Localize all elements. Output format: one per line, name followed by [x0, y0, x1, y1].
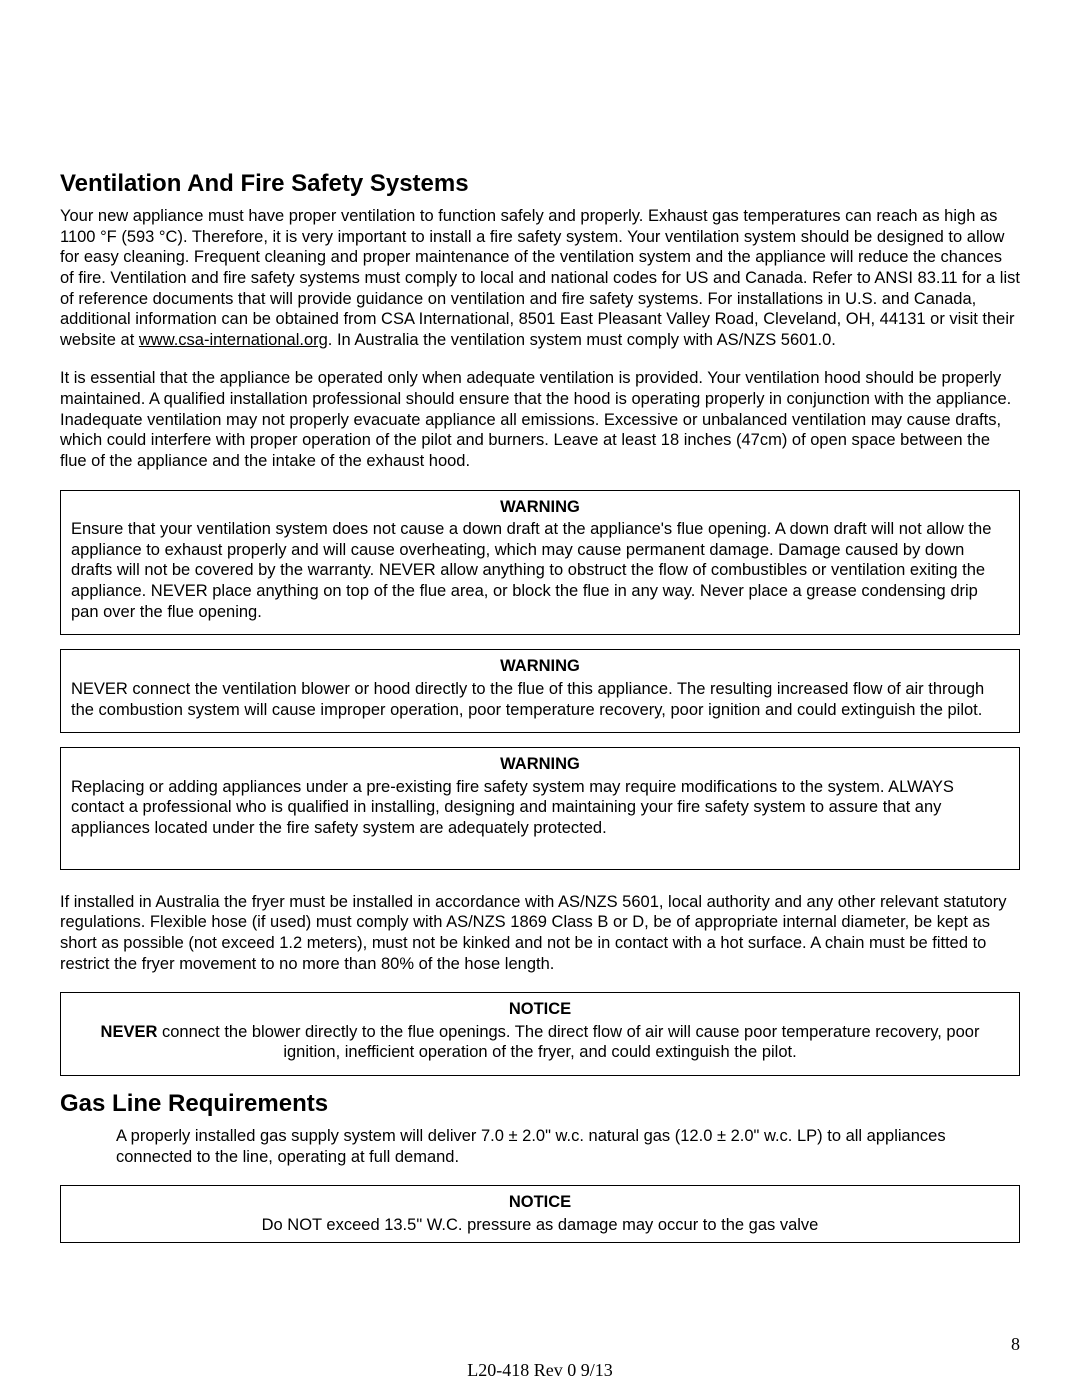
link-csa[interactable]: www.csa-international.org — [139, 331, 328, 349]
para-gas-1: A properly installed gas supply system w… — [116, 1126, 1000, 1167]
warning-body-2: NEVER connect the ventilation blower or … — [71, 679, 1009, 720]
section-heading-ventilation: Ventilation And Fire Safety Systems — [60, 170, 1020, 198]
para-ventilation-2: It is essential that the appliance be op… — [60, 368, 1020, 471]
warning-title-2: WARNING — [71, 656, 1009, 677]
notice-title-2: NOTICE — [71, 1192, 1009, 1213]
section-heading-gas: Gas Line Requirements — [60, 1090, 1020, 1118]
warning-box-2: WARNING NEVER connect the ventilation bl… — [60, 649, 1020, 733]
notice-title-1: NOTICE — [71, 999, 1009, 1020]
warning-box-1: WARNING Ensure that your ventilation sys… — [60, 490, 1020, 636]
warning-body-1: Ensure that your ventilation system does… — [71, 519, 1009, 622]
page-number: 8 — [1011, 1334, 1020, 1355]
warning-box-3: WARNING Replacing or adding appliances u… — [60, 747, 1020, 870]
notice-body-2: Do NOT exceed 13.5" W.C. pressure as dam… — [71, 1215, 1009, 1236]
notice-box-2: NOTICE Do NOT exceed 13.5" W.C. pressure… — [60, 1185, 1020, 1242]
warning-title-3: WARNING — [71, 754, 1009, 775]
para-ventilation-1a: Your new appliance must have proper vent… — [60, 207, 1020, 349]
warning-title-1: WARNING — [71, 497, 1009, 518]
footer-docref: L20-418 Rev 0 9/13 — [0, 1360, 1080, 1381]
para-ventilation-1: Your new appliance must have proper vent… — [60, 206, 1020, 350]
notice-text-1: connect the blower directly to the flue … — [157, 1023, 979, 1062]
notice-lead-1: NEVER — [101, 1023, 158, 1041]
notice-body-1: NEVER connect the blower directly to the… — [71, 1022, 1009, 1063]
notice-box-1: NOTICE NEVER connect the blower directly… — [60, 992, 1020, 1076]
para-ventilation-1b: . In Australia the ventilation system mu… — [328, 331, 836, 349]
para-australia: If installed in Australia the fryer must… — [60, 892, 1020, 975]
warning-body-3: Replacing or adding appliances under a p… — [71, 777, 1009, 839]
